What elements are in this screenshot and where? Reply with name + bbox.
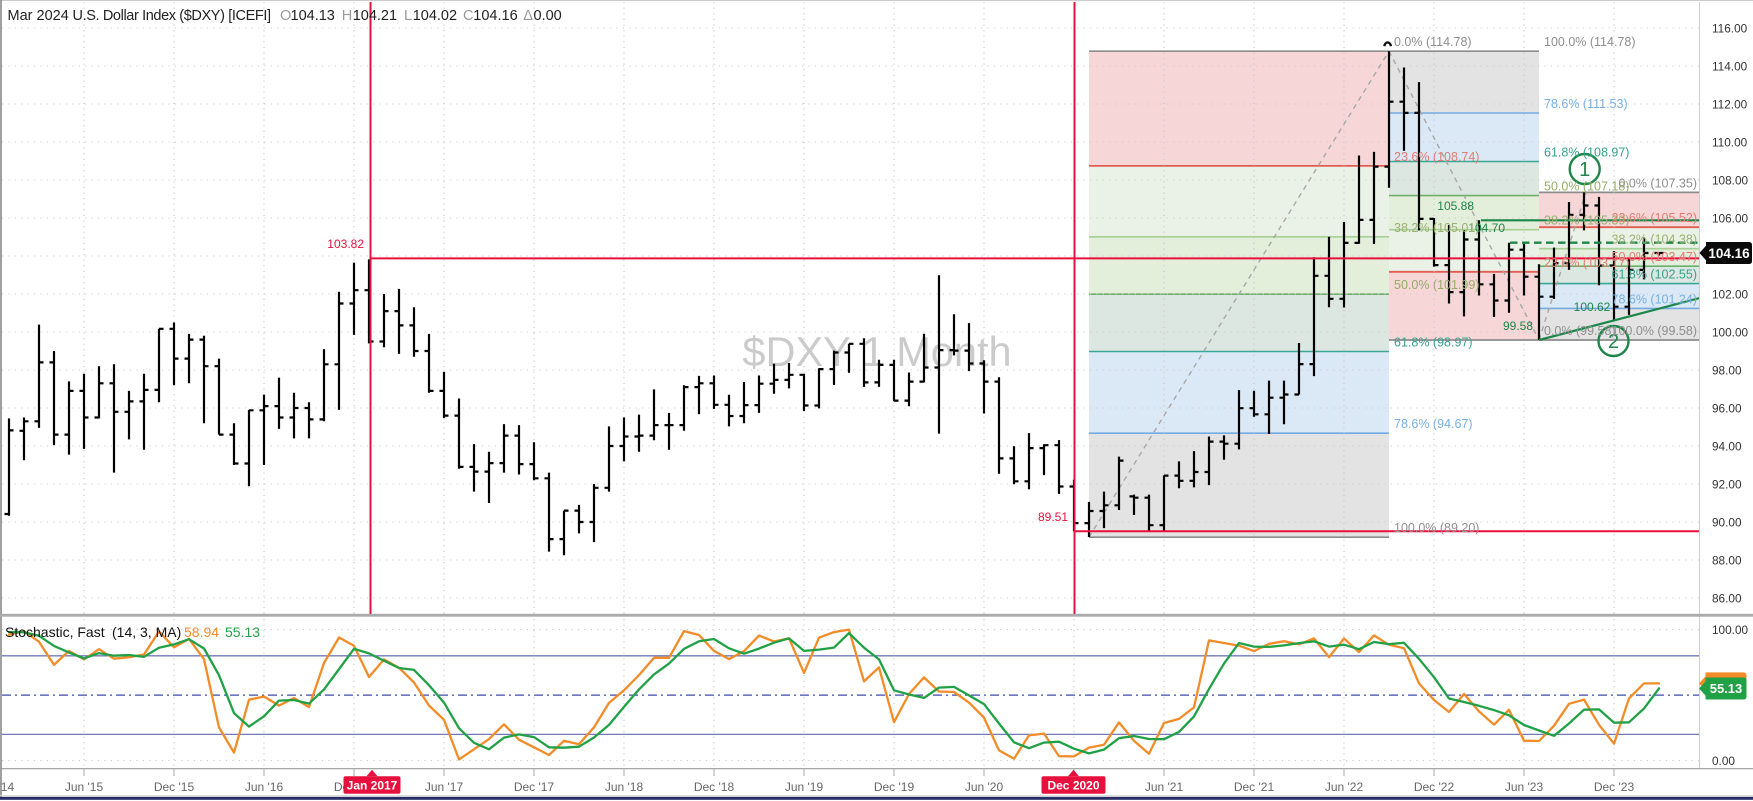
svg-text:0.0% (114.78): 0.0% (114.78) <box>1394 35 1472 49</box>
svg-text:1: 1 <box>1579 159 1590 181</box>
svg-text:Dec '23: Dec '23 <box>1594 780 1635 794</box>
svg-text:104.16: 104.16 <box>1708 246 1750 261</box>
svg-text:38.2% (104.38): 38.2% (104.38) <box>1612 233 1697 247</box>
svg-text:89.51: 89.51 <box>1038 510 1068 524</box>
svg-text:55.13: 55.13 <box>1710 681 1743 696</box>
svg-text:2: 2 <box>1608 331 1619 353</box>
svg-text:94.00: 94.00 <box>1712 440 1742 454</box>
svg-text:86.00: 86.00 <box>1712 592 1742 606</box>
svg-text:50.0% (107.18): 50.0% (107.18) <box>1544 180 1629 194</box>
svg-text:61.8% (102.55): 61.8% (102.55) <box>1612 268 1697 282</box>
svg-text:102.00: 102.00 <box>1712 288 1749 302</box>
svg-text:Jun '18: Jun '18 <box>605 780 644 794</box>
svg-text:88.00: 88.00 <box>1712 554 1742 568</box>
svg-text:78.6% (101.24): 78.6% (101.24) <box>1612 292 1697 306</box>
svg-text:Jun '23: Jun '23 <box>1505 780 1544 794</box>
svg-text:Dec '17: Dec '17 <box>514 780 555 794</box>
svg-text:Dec '18: Dec '18 <box>694 780 735 794</box>
svg-text:0.00: 0.00 <box>1712 754 1735 768</box>
svg-text:100.00: 100.00 <box>1712 326 1749 340</box>
svg-text:112.00: 112.00 <box>1712 98 1748 112</box>
svg-text:103.82: 103.82 <box>327 237 364 251</box>
svg-text:Jun '20: Jun '20 <box>965 780 1004 794</box>
svg-text:23.6% (105.52): 23.6% (105.52) <box>1612 211 1697 225</box>
svg-text:38.2% (105.01): 38.2% (105.01) <box>1394 221 1479 235</box>
svg-text:50.0% (101.99): 50.0% (101.99) <box>1394 278 1479 292</box>
svg-text:100.62: 100.62 <box>1574 300 1611 314</box>
svg-text:92.00: 92.00 <box>1712 478 1742 492</box>
svg-text:96.00: 96.00 <box>1712 402 1742 416</box>
svg-text:99.58: 99.58 <box>1503 319 1533 333</box>
svg-text:23.6% (103.17): 23.6% (103.17) <box>1544 256 1629 270</box>
svg-text:100.00: 100.00 <box>1712 623 1749 637</box>
svg-text:61.8% (98.97): 61.8% (98.97) <box>1394 336 1473 350</box>
svg-text:0.0% (107.35): 0.0% (107.35) <box>1618 176 1697 190</box>
svg-text:105.88: 105.88 <box>1437 199 1474 213</box>
svg-text:38.2% (105.39): 38.2% (105.39) <box>1544 214 1629 228</box>
svg-text:90.00: 90.00 <box>1712 516 1742 530</box>
svg-text:Dec 2020: Dec 2020 <box>1047 778 1099 792</box>
svg-text:0.0% (99.58): 0.0% (99.58) <box>1544 324 1616 338</box>
svg-text:Dec '15: Dec '15 <box>154 780 195 794</box>
svg-text:78.6% (111.53): 78.6% (111.53) <box>1544 97 1628 111</box>
svg-text:100.0% (114.78): 100.0% (114.78) <box>1544 35 1636 49</box>
svg-text:Dec '14: Dec '14 <box>0 780 14 794</box>
svg-text:Jun '16: Jun '16 <box>245 780 284 794</box>
svg-text:Jun '17: Jun '17 <box>425 780 464 794</box>
svg-text:114.00: 114.00 <box>1712 60 1748 74</box>
svg-text:98.00: 98.00 <box>1712 364 1742 378</box>
svg-text:Jun '21: Jun '21 <box>1145 780 1184 794</box>
svg-text:50.0% (103.47): 50.0% (103.47) <box>1612 250 1697 264</box>
svg-text:108.00: 108.00 <box>1712 174 1749 188</box>
svg-text:$DXY 1 Month: $DXY 1 Month <box>742 328 1011 375</box>
svg-text:78.6% (94.67): 78.6% (94.67) <box>1394 417 1473 431</box>
svg-text:Jun '15: Jun '15 <box>65 780 104 794</box>
svg-text:100.0% (99.58): 100.0% (99.58) <box>1612 324 1697 338</box>
svg-text:116.00: 116.00 <box>1712 22 1748 36</box>
svg-text:104.70: 104.70 <box>1468 221 1505 235</box>
svg-text:Jan 2017: Jan 2017 <box>347 778 398 792</box>
svg-text:Jun '22: Jun '22 <box>1325 780 1364 794</box>
svg-text:61.8% (108.97): 61.8% (108.97) <box>1544 146 1629 160</box>
svg-text:100.0% (89.20): 100.0% (89.20) <box>1394 521 1479 535</box>
svg-text:Dec '21: Dec '21 <box>1234 780 1275 794</box>
svg-text:Stochastic, Fast(14, 3, MA)58.: Stochastic, Fast (14, 3, MA) 58.94 55.13 <box>5 624 260 640</box>
svg-text:Jun '19: Jun '19 <box>785 780 824 794</box>
svg-text:Dec '22: Dec '22 <box>1414 780 1455 794</box>
svg-text:110.00: 110.00 <box>1712 136 1748 150</box>
svg-text:23.6% (108.74): 23.6% (108.74) <box>1394 150 1479 164</box>
svg-text:106.00: 106.00 <box>1712 212 1749 226</box>
svg-text:Dec '19: Dec '19 <box>874 780 915 794</box>
